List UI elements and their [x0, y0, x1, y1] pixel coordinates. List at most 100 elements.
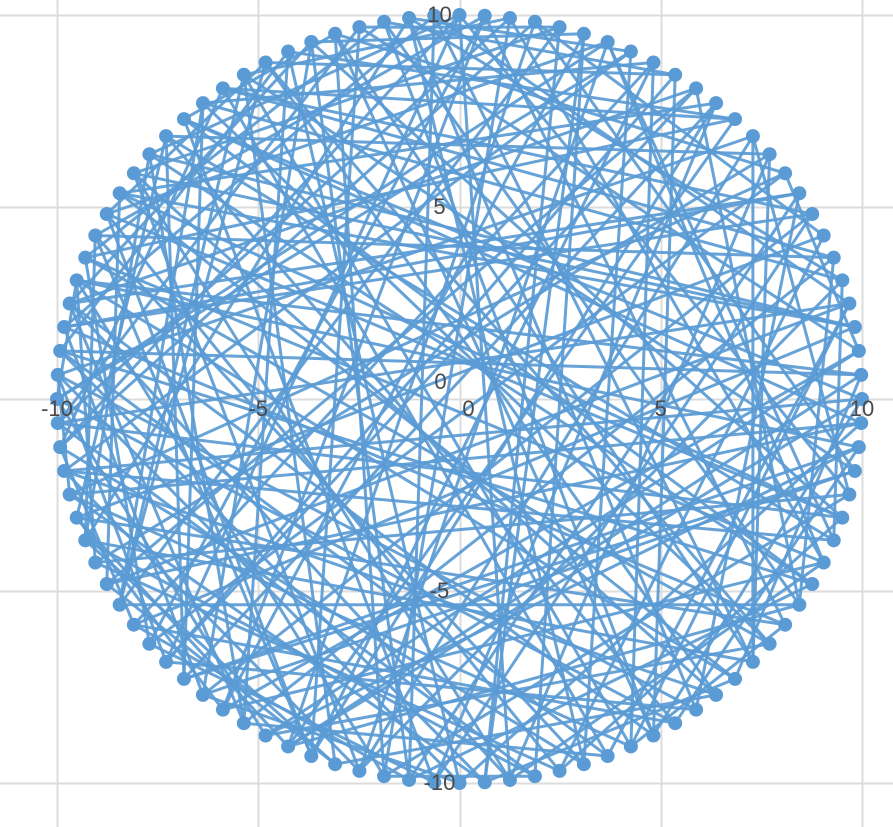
graph-node	[728, 671, 743, 686]
graph-node	[842, 487, 857, 502]
graph-node	[709, 687, 724, 702]
graph-node	[50, 416, 65, 431]
graph-node	[78, 250, 93, 265]
graph-edge	[105, 40, 610, 216]
graph-node	[728, 112, 743, 127]
graph-node	[762, 147, 777, 162]
graph-node	[62, 296, 77, 311]
graph-edge	[118, 25, 562, 607]
graph-edge	[432, 14, 851, 306]
graph-node	[792, 186, 807, 201]
graph-node	[427, 775, 442, 790]
graph-node	[778, 166, 793, 181]
graph-edge	[407, 16, 698, 712]
graph-node	[176, 112, 191, 127]
graph-node	[377, 769, 392, 784]
graph-node	[477, 775, 492, 790]
graph-edge	[75, 516, 787, 627]
graph-edge	[83, 117, 737, 260]
graph-edge	[58, 445, 586, 766]
graph-node	[855, 392, 869, 406]
graph-edge	[242, 73, 633, 748]
graph-node	[88, 555, 103, 570]
graph-edge	[62, 191, 801, 329]
graph-node	[826, 250, 841, 265]
graph-node	[552, 763, 567, 778]
graph-node	[236, 67, 251, 82]
graph-node	[689, 702, 704, 717]
graph-edge	[221, 560, 826, 712]
graph-edge	[68, 492, 487, 784]
graph-node	[176, 671, 191, 686]
graph-node	[851, 343, 866, 358]
graph-edge	[118, 73, 246, 607]
graph-node	[623, 44, 638, 59]
graph-edge	[182, 117, 863, 425]
graph-edge	[783, 171, 861, 353]
graph-node	[842, 296, 857, 311]
graph-node	[53, 343, 68, 358]
graph-node	[835, 273, 850, 288]
graph-nodes	[50, 8, 869, 790]
graph-edge	[533, 32, 586, 778]
graph-edge	[105, 302, 851, 586]
graph-edge	[164, 86, 698, 664]
graph-edge	[56, 373, 168, 664]
graph-edge	[264, 60, 772, 646]
graph-edge	[221, 86, 836, 260]
graph-edge	[357, 134, 755, 773]
graph-edge	[93, 152, 772, 564]
graph-node	[854, 367, 869, 382]
graph-edge	[286, 20, 537, 748]
graph-edge	[58, 50, 290, 353]
graph-node	[88, 228, 103, 243]
graph-node	[452, 776, 467, 790]
graph-node	[215, 81, 230, 96]
graph-node	[352, 20, 367, 35]
graph-edge	[62, 397, 864, 473]
graph-node	[477, 8, 492, 23]
graph-node	[57, 320, 72, 335]
graph-edge	[58, 349, 610, 758]
graph-node	[502, 772, 517, 787]
graph-edge	[75, 278, 863, 377]
graph-node	[646, 55, 661, 70]
graph-edge	[132, 623, 677, 725]
graph-node	[281, 44, 296, 59]
graph-edge	[286, 50, 737, 121]
graph-node	[854, 416, 869, 431]
graph-node	[281, 739, 296, 754]
graph-edge	[382, 20, 801, 607]
graph-edge	[309, 40, 411, 782]
graph-node	[427, 8, 442, 23]
graph-edge	[629, 302, 851, 748]
graph-edge	[558, 234, 826, 773]
graph-edge	[651, 397, 864, 738]
graph-edge	[458, 421, 863, 785]
graph-node	[600, 749, 615, 764]
graph-node	[215, 702, 230, 717]
graph-edge	[382, 20, 655, 738]
graph-node	[69, 510, 84, 525]
graph-node	[126, 617, 141, 632]
graph-edge	[508, 16, 826, 564]
graph-node	[805, 207, 820, 222]
graph-node	[816, 555, 831, 570]
graph-edge	[93, 492, 851, 564]
graph-node	[352, 763, 367, 778]
graph-node	[816, 228, 831, 243]
graph-node	[778, 617, 793, 632]
graph-node	[78, 533, 93, 548]
graph-node	[502, 11, 517, 26]
graph-edge	[68, 40, 313, 306]
graph-node	[304, 34, 319, 49]
graph-node	[527, 769, 542, 784]
graph-node	[668, 67, 683, 82]
graph-node	[99, 576, 114, 591]
graph-node	[112, 186, 127, 201]
graph-edge	[483, 25, 562, 784]
graph-node	[826, 533, 841, 548]
graph-edge	[483, 32, 586, 784]
graph-edge	[407, 16, 633, 54]
graph-edge	[629, 623, 787, 748]
